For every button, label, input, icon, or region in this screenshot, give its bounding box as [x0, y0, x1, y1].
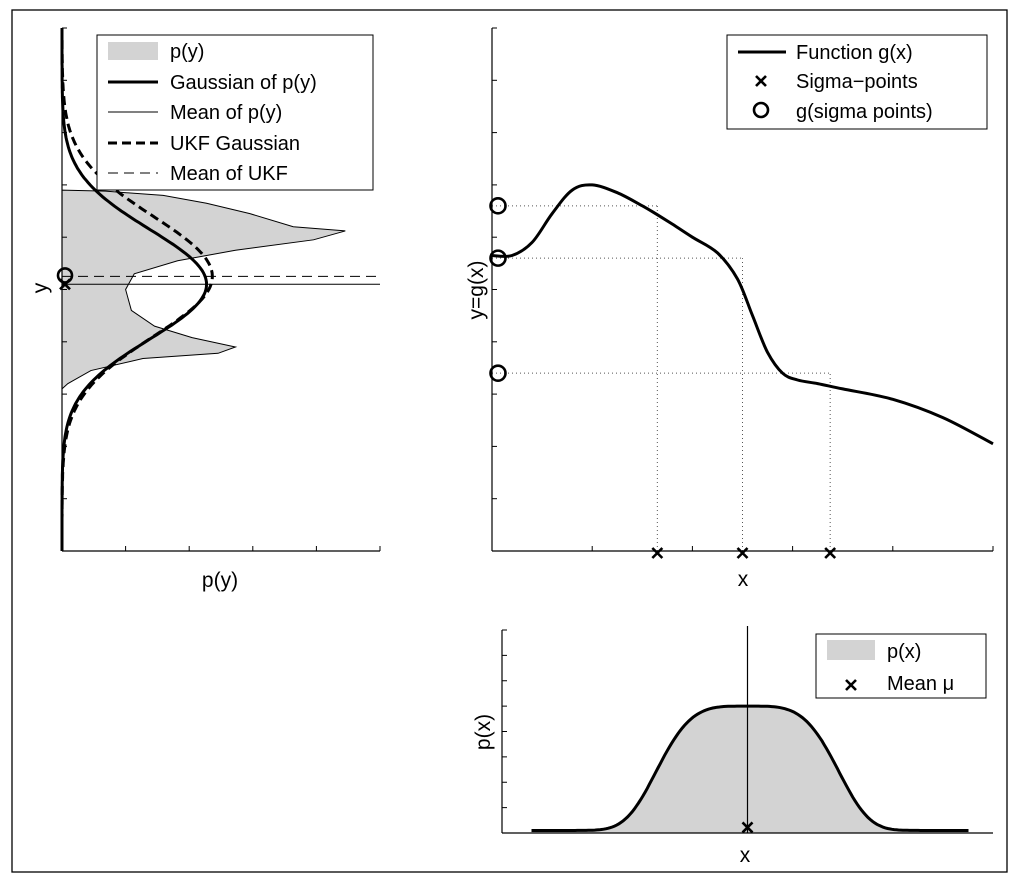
py-legend-item-3: UKF Gaussian: [170, 133, 300, 155]
py-legend-item-4: Mean of UKF: [170, 163, 288, 185]
py-legend-item-1: Gaussian of p(y): [170, 72, 317, 94]
px-xlabel: x: [740, 844, 751, 867]
px-mean-marker: [741, 821, 754, 834]
gx-ylabel: y=g(x): [465, 261, 488, 320]
gx-legend-swatch-cross: [755, 75, 767, 87]
py-legend-item-2: Mean of p(y): [170, 102, 282, 124]
px-legend-swatch-cross: [845, 679, 857, 691]
gx-sigma-point: [736, 547, 749, 559]
px-legend: p(x) Mean μ: [815, 633, 987, 699]
gx-axes: [491, 27, 994, 552]
py-xlabel: p(y): [202, 569, 238, 592]
px-ylabel: p(x): [472, 714, 495, 750]
py-panel: p(y) y p(y) Gaussian of p(y) Mean of p(y…: [29, 27, 381, 592]
px-marks: [531, 626, 969, 834]
py-legend-swatch-fill: [108, 42, 158, 60]
gx-function-line: [491, 183, 994, 446]
py-ukf-mean-marker: [56, 267, 74, 284]
gx-output-point: [489, 364, 507, 382]
gx-legend-item-0: Function g(x): [796, 42, 913, 64]
gx-legend: Function g(x) Sigma−points g(sigma point…: [726, 34, 988, 130]
py-ylabel: y: [29, 282, 52, 293]
px-panel: x p(x) p(x) Mean μ: [472, 626, 993, 867]
gx-marks: [489, 183, 994, 559]
gx-panel: x y=g(x) Function g(x) Sigma−points g(si…: [465, 27, 994, 591]
px-legend-swatch-fill: [827, 640, 875, 660]
gx-output-point: [489, 197, 507, 215]
gx-sigma-point: [651, 547, 664, 559]
gx-legend-item-1: Sigma−points: [796, 71, 918, 93]
py-marks: [56, 28, 380, 551]
px-axes: [501, 629, 993, 834]
gx-sigma-point: [824, 547, 837, 559]
gx-legend-swatch-circle: [752, 101, 770, 119]
px-legend-item-1: Mean μ: [887, 673, 954, 695]
py-density-area: [61, 189, 346, 390]
py-axes: [61, 27, 381, 552]
gx-legend-item-2: g(sigma points): [796, 101, 933, 123]
px-legend-item-0: p(x): [887, 641, 921, 663]
px-density-line: [531, 704, 969, 832]
gx-output-point: [489, 249, 507, 267]
gx-xlabel: x: [738, 568, 749, 591]
py-gaussian-line: [60, 28, 208, 551]
py-legend: p(y) Gaussian of p(y) Mean of p(y) UKF G…: [96, 34, 374, 191]
py-legend-item-0: p(y): [170, 41, 204, 63]
